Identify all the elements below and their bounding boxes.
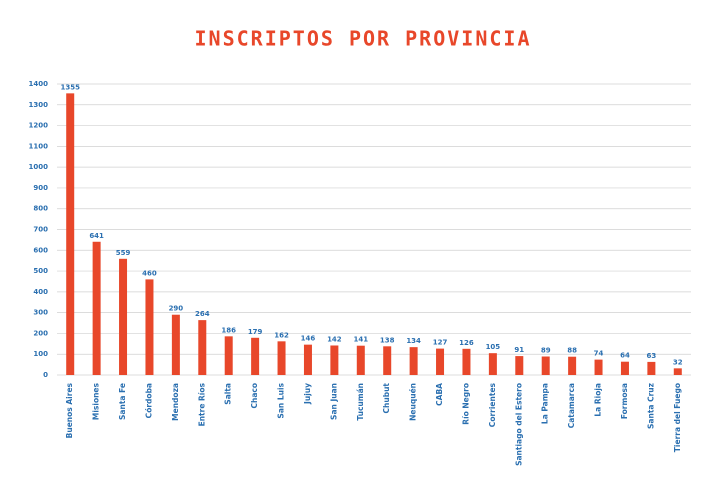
bar <box>620 361 629 375</box>
bar <box>541 356 550 375</box>
bar <box>66 93 75 375</box>
bar <box>462 348 471 375</box>
bar <box>224 336 233 375</box>
value-label: 89 <box>541 347 551 355</box>
value-label: 142 <box>327 335 342 343</box>
value-label: 641 <box>89 232 104 240</box>
value-label: 127 <box>433 339 448 347</box>
y-tick-label: 600 <box>33 246 48 254</box>
value-label: 126 <box>459 339 474 347</box>
bar <box>171 314 180 375</box>
y-tick-label: 900 <box>33 184 48 192</box>
bar <box>119 258 128 375</box>
bar <box>277 341 286 375</box>
x-tick-label: San Luis <box>277 382 286 418</box>
x-tick-label: Salta <box>224 383 233 405</box>
x-tick-label: Formosa <box>620 383 629 419</box>
x-tick-label: Chubut <box>382 383 391 414</box>
bar <box>488 353 497 375</box>
value-label: 74 <box>594 350 604 358</box>
value-label: 162 <box>274 331 289 339</box>
value-label: 186 <box>221 326 236 334</box>
y-tick-label: 200 <box>33 329 48 337</box>
bar <box>568 356 577 375</box>
bar <box>330 345 339 375</box>
x-tick-label: CABA <box>435 383 444 406</box>
y-tick-label: 500 <box>33 267 48 275</box>
value-label: 559 <box>116 249 131 257</box>
value-label: 179 <box>248 328 263 336</box>
bar <box>409 347 418 375</box>
x-tick-label: La Pampa <box>541 383 550 424</box>
y-tick-label: 300 <box>33 309 48 317</box>
x-tick-label: Río Negro <box>461 383 470 425</box>
value-label: 134 <box>406 337 421 345</box>
bar <box>303 344 312 375</box>
x-tick-label: Santa Fe <box>118 383 127 420</box>
x-tick-label: Jujuy <box>303 383 312 405</box>
value-label: 91 <box>514 346 524 354</box>
value-label: 290 <box>169 305 184 313</box>
value-label: 146 <box>301 335 316 343</box>
value-label: 32 <box>673 358 683 366</box>
value-label: 460 <box>142 269 157 277</box>
bar <box>594 359 603 375</box>
y-tick-label: 1200 <box>29 122 49 130</box>
x-tick-label: Catamarca <box>567 383 576 428</box>
bar <box>647 361 656 375</box>
bar <box>383 346 392 375</box>
y-tick-label: 400 <box>33 288 48 296</box>
x-tick-label: Tierra del Fuego <box>673 383 682 452</box>
value-label: 64 <box>620 352 630 360</box>
x-tick-label: San Juan <box>329 383 338 420</box>
x-tick-label: Mendoza <box>171 383 180 421</box>
value-label: 141 <box>353 336 368 344</box>
bar <box>436 348 445 375</box>
x-tick-label: Buenos Aires <box>65 382 74 438</box>
y-tick-label: 800 <box>33 205 48 213</box>
value-label: 138 <box>380 336 395 344</box>
x-tick-label: Entre Ríos <box>197 382 206 426</box>
value-label: 1355 <box>60 83 80 91</box>
x-tick-label: Misiones <box>92 382 101 420</box>
y-tick-label: 1400 <box>29 80 49 88</box>
x-tick-label: Tucumán <box>356 383 365 421</box>
x-tick-label: Corrientes <box>488 382 497 427</box>
x-tick-label: Santa Cruz <box>646 383 655 429</box>
x-tick-label: Córdoba <box>144 383 153 418</box>
bar <box>198 320 207 375</box>
value-label: 264 <box>195 310 210 318</box>
x-tick-label: Chaco <box>250 383 259 409</box>
value-label: 105 <box>486 343 501 351</box>
y-tick-label: 700 <box>33 226 48 234</box>
x-tick-label: Santiago del Estero <box>514 383 523 466</box>
bar <box>515 356 524 375</box>
x-tick-label: Neuquén <box>409 383 418 421</box>
value-label: 88 <box>567 347 577 355</box>
bar <box>251 337 260 375</box>
y-tick-label: 1100 <box>29 142 49 150</box>
bar <box>673 368 682 375</box>
bar <box>92 241 101 375</box>
y-tick-label: 1000 <box>29 163 49 171</box>
value-label: 63 <box>647 352 657 360</box>
bar <box>145 279 154 375</box>
bar <box>356 345 365 375</box>
x-tick-label: La Rioja <box>594 383 603 417</box>
chart-title: INSCRIPTOS POR PROVINCIA <box>195 27 532 51</box>
y-tick-label: 100 <box>33 350 48 358</box>
y-tick-label: 0 <box>43 371 48 379</box>
y-tick-label: 1300 <box>29 101 49 109</box>
